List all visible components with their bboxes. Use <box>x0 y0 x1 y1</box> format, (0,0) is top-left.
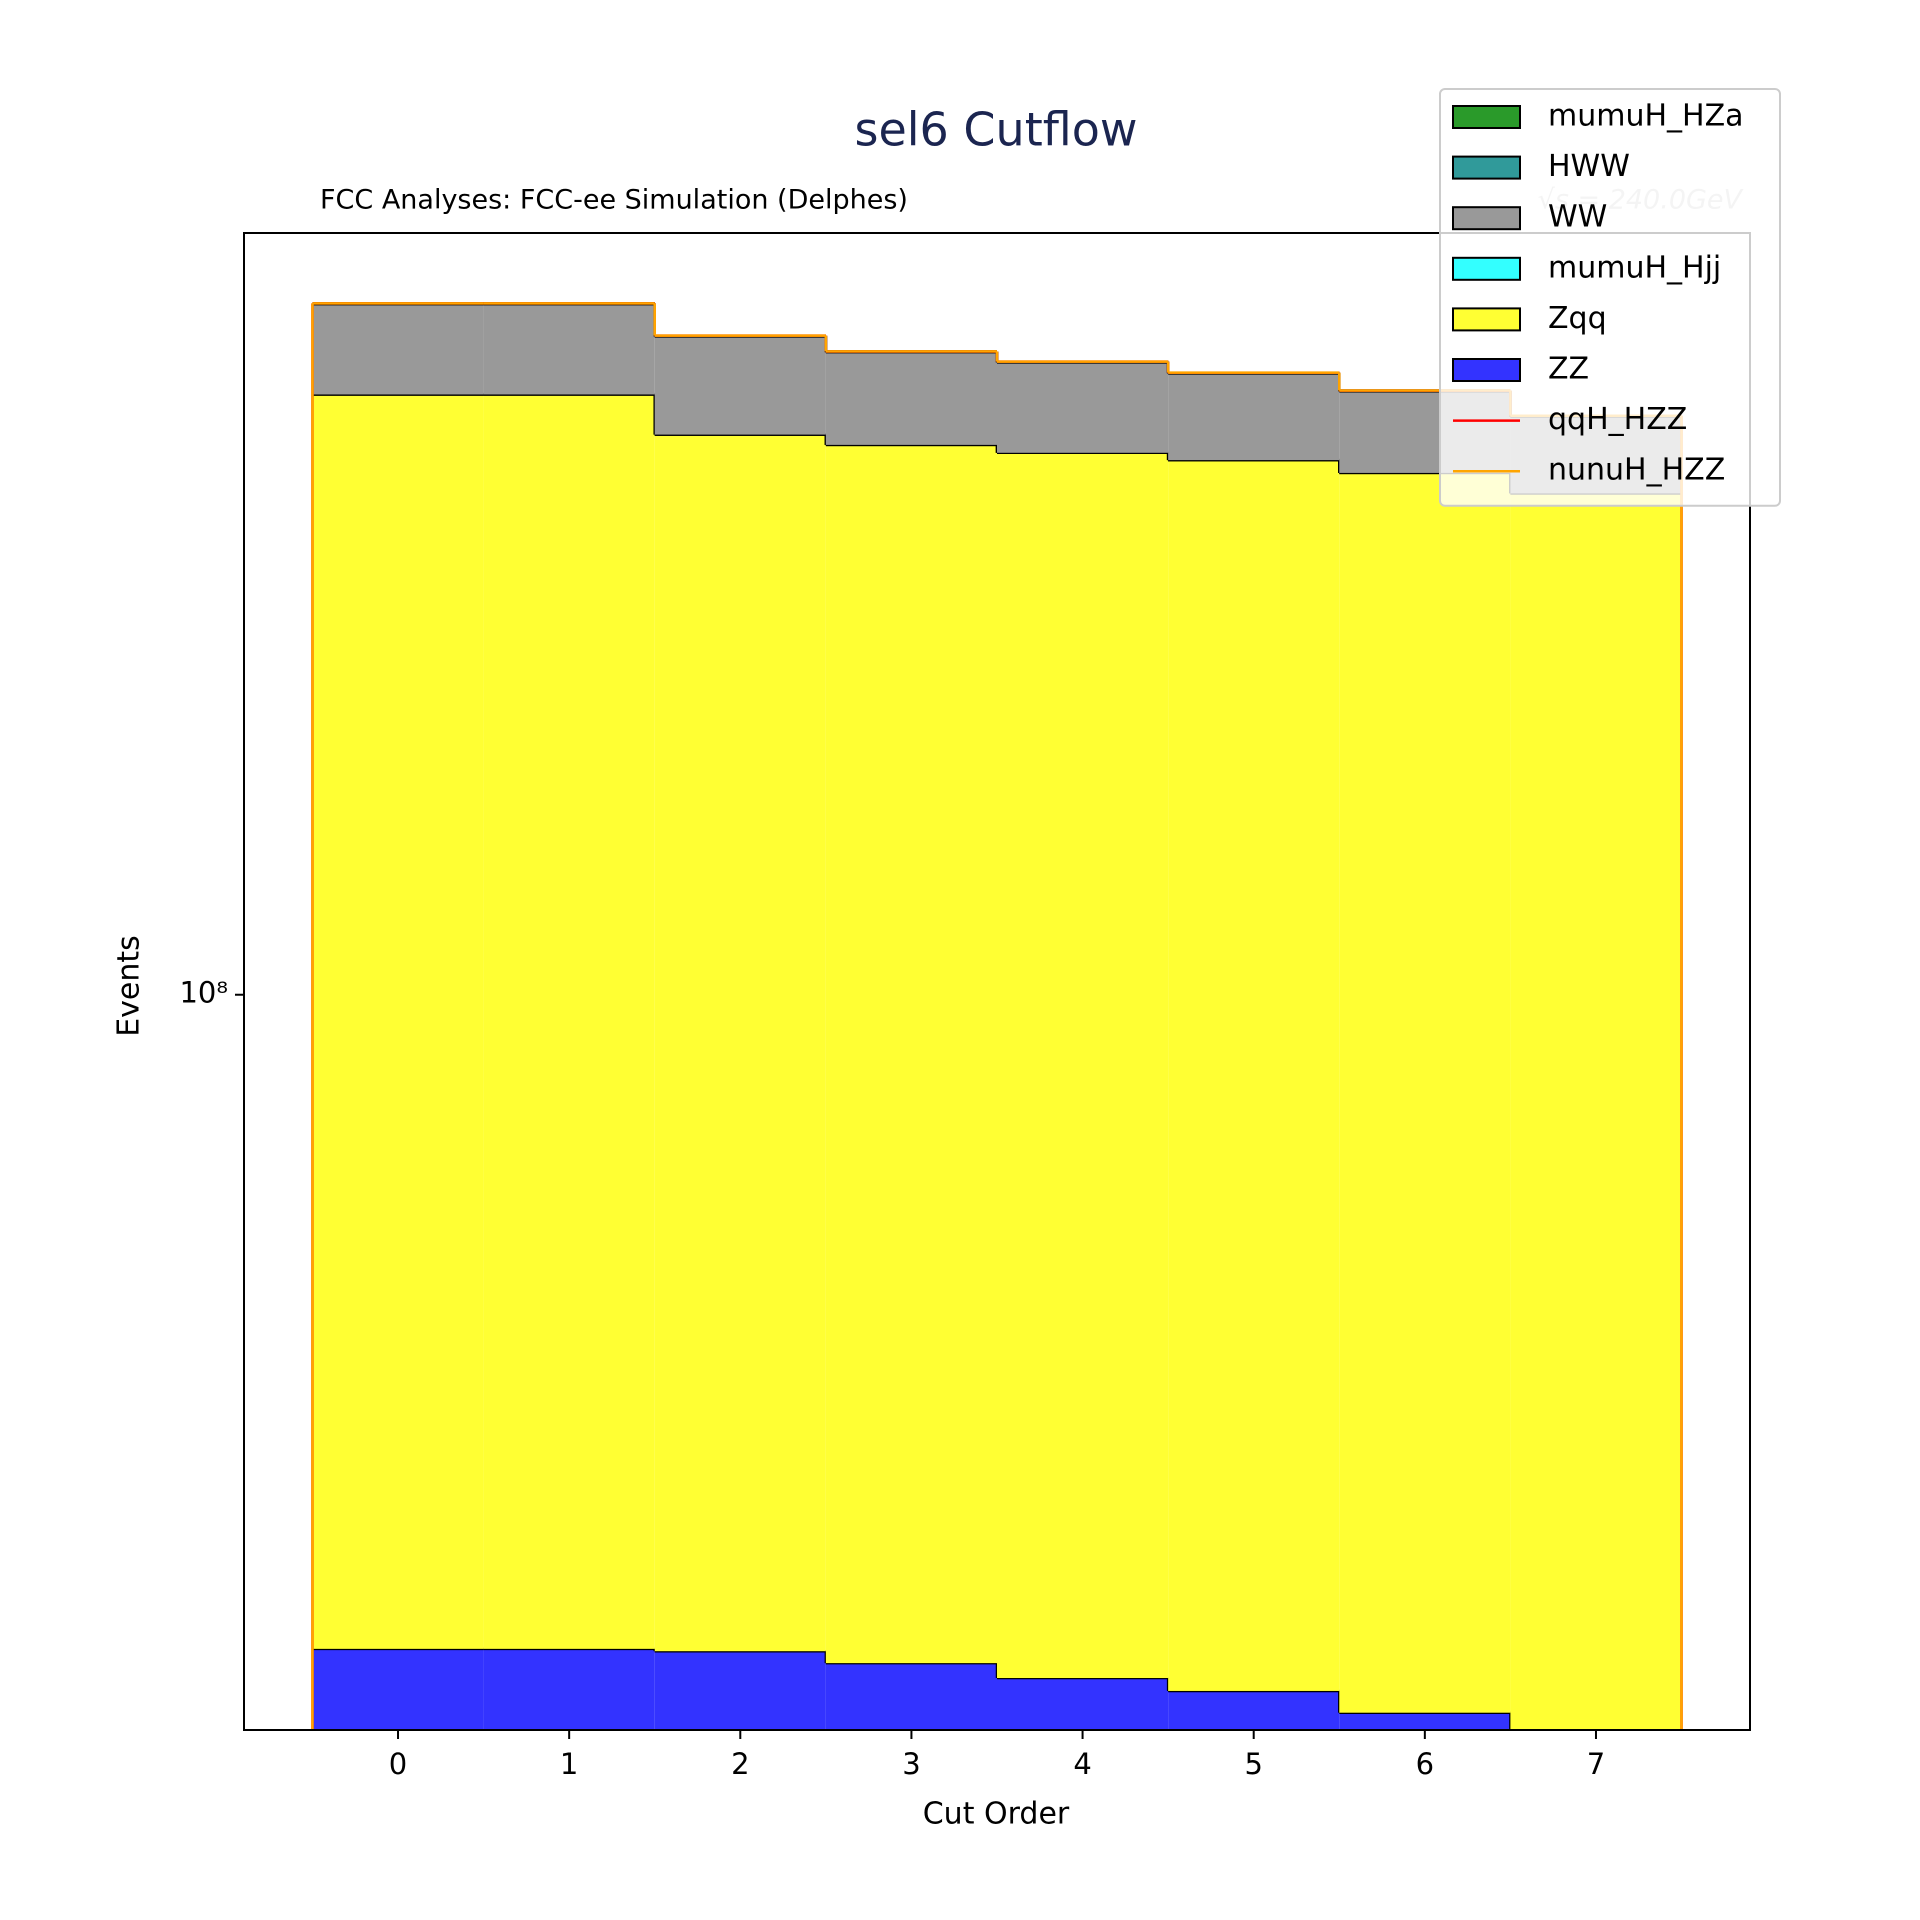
bar-segment <box>825 1663 997 1730</box>
x-tick-label: 2 <box>731 1747 749 1781</box>
legend-swatch <box>1452 206 1521 231</box>
bar-segment <box>483 394 655 1649</box>
bar-segment <box>1339 472 1511 1713</box>
legend-box <box>1439 88 1781 507</box>
x-tick-label: 0 <box>389 1747 407 1781</box>
bar-segment <box>1168 373 1340 461</box>
x-tick-label: 7 <box>1587 1747 1605 1781</box>
y-axis-label: Events <box>112 935 147 1037</box>
legend-label: ZZ <box>1548 352 1589 387</box>
bar-segment <box>997 362 1169 453</box>
legend-label: nunuH_HZZ <box>1548 453 1725 488</box>
legend-label: HWW <box>1548 149 1630 184</box>
bar-segment <box>654 336 826 435</box>
bar-segment <box>312 394 484 1649</box>
legend-label: qqH_HZZ <box>1548 402 1687 437</box>
bar-segment <box>1168 460 1340 1691</box>
bar-segment <box>997 452 1169 1679</box>
legend-swatch <box>1452 307 1521 332</box>
x-tick-label: 6 <box>1416 1747 1434 1781</box>
x-tick-label: 3 <box>902 1747 920 1781</box>
legend-label: mumuH_Hjj <box>1548 250 1721 285</box>
legend-label: Zqq <box>1548 301 1607 336</box>
axes-frame <box>243 232 1751 1731</box>
bar-segment <box>312 304 484 395</box>
bar-segment <box>1339 1712 1511 1730</box>
legend-swatch <box>1452 105 1521 129</box>
legend-swatch <box>1452 155 1521 180</box>
bar-segment <box>1168 1690 1340 1730</box>
subtitle: FCC Analyses: FCC-ee Simulation (Delphes… <box>320 185 908 216</box>
x-tick-label: 1 <box>560 1747 578 1781</box>
chart-title: sel6 Cutflow <box>855 103 1138 157</box>
bar-segment <box>483 304 655 395</box>
x-tick-label: 5 <box>1244 1747 1262 1781</box>
y-tick-label: 10⁸ <box>179 976 228 1010</box>
bar-segment <box>483 1648 655 1730</box>
bar-segment <box>312 1648 484 1730</box>
plot-area <box>311 302 1683 1730</box>
bar-segment <box>654 434 826 1652</box>
legend-swatch <box>1452 256 1521 281</box>
legend-label: WW <box>1548 200 1607 235</box>
legend-swatch <box>1452 358 1521 382</box>
x-axis-label: Cut Order <box>923 1797 1070 1832</box>
bar-segment <box>825 352 997 445</box>
bar-segment <box>1510 493 1682 1730</box>
legend-label: mumuH_HZa <box>1548 99 1744 134</box>
legend: mumuH_HZa HWW WW mumuH_Hjj Zqq ZZ qqH_HZZ nunuH… <box>1439 88 1781 507</box>
x-tick-label: 4 <box>1073 1747 1091 1781</box>
bar-segment <box>825 444 997 1664</box>
bar-segment <box>654 1651 826 1730</box>
bar-segment <box>997 1678 1169 1730</box>
axes: 0 1 2 3 4 5 6 7 10⁸ <box>179 232 1751 1781</box>
